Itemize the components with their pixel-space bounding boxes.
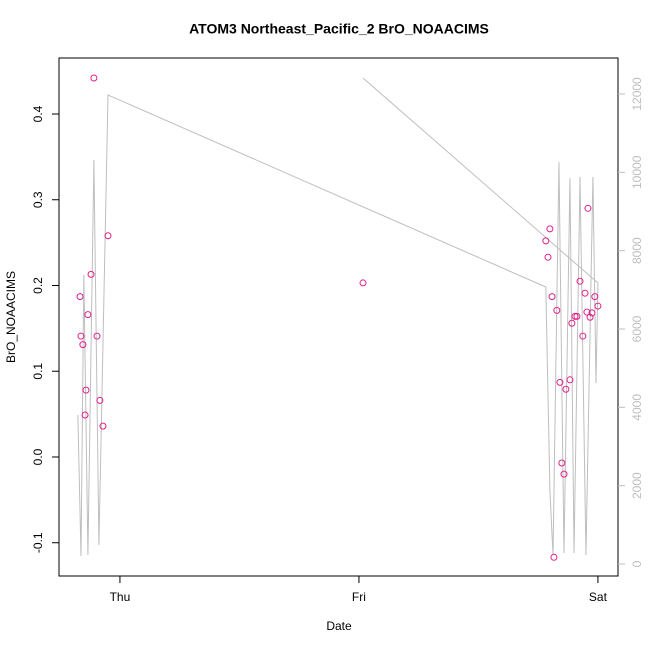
- point: [76, 293, 84, 301]
- point: [546, 225, 554, 233]
- point: [550, 553, 558, 561]
- y-tick-label: 0.2: [31, 277, 45, 294]
- y-tick-label: -0.1: [31, 532, 45, 553]
- point: [576, 277, 584, 285]
- point: [584, 204, 592, 212]
- point: [99, 422, 107, 430]
- point: [79, 341, 87, 349]
- x-tick-label: Thu: [110, 590, 131, 604]
- point: [571, 312, 579, 320]
- line: [77, 77, 599, 557]
- y-tick-label: 0.4: [31, 105, 45, 122]
- point: [359, 279, 367, 287]
- x-axis-label: Date: [326, 619, 352, 633]
- plot-frame: [58, 57, 619, 577]
- point: [556, 378, 564, 386]
- point: [81, 411, 89, 419]
- y2-tick-label: 4000: [630, 394, 644, 421]
- point: [562, 385, 570, 393]
- point: [581, 289, 589, 297]
- point: [553, 306, 561, 314]
- y-axis-label: BrO_NOAACIMS: [4, 271, 18, 363]
- y2-tick-label: 8000: [630, 237, 644, 264]
- y2-tick-label: 6000: [630, 315, 644, 342]
- point: [558, 459, 566, 467]
- point: [542, 237, 550, 245]
- y-tick-label: 0.3: [31, 191, 45, 208]
- point: [96, 396, 104, 404]
- point: [87, 270, 95, 278]
- x-tick-label: Sat: [589, 590, 608, 604]
- point: [104, 232, 112, 240]
- point: [560, 470, 568, 478]
- point: [594, 302, 602, 310]
- point: [568, 319, 576, 327]
- point: [93, 332, 101, 340]
- y2-tick-label: 2000: [630, 472, 644, 499]
- point: [77, 332, 85, 340]
- point: [90, 74, 98, 82]
- point: [84, 311, 92, 319]
- y2-tick-label: 0: [630, 560, 644, 567]
- point: [588, 309, 596, 317]
- chart-title: ATOM3 Northeast_Pacific_2 BrO_NOAACIMS: [189, 21, 489, 37]
- point: [548, 293, 556, 301]
- point: [82, 386, 90, 394]
- y-tick-label: 0.1: [31, 363, 45, 380]
- point: [591, 293, 599, 301]
- point: [544, 253, 552, 261]
- y-tick-label: 0.0: [31, 448, 45, 465]
- y2-tick-label: 12000: [630, 77, 644, 111]
- y2-tick-label: 10000: [630, 155, 644, 189]
- x-tick-label: Fri: [352, 590, 366, 604]
- point: [573, 312, 581, 320]
- point: [586, 313, 594, 321]
- point: [579, 332, 587, 340]
- point: [566, 376, 574, 384]
- point: [583, 308, 591, 316]
